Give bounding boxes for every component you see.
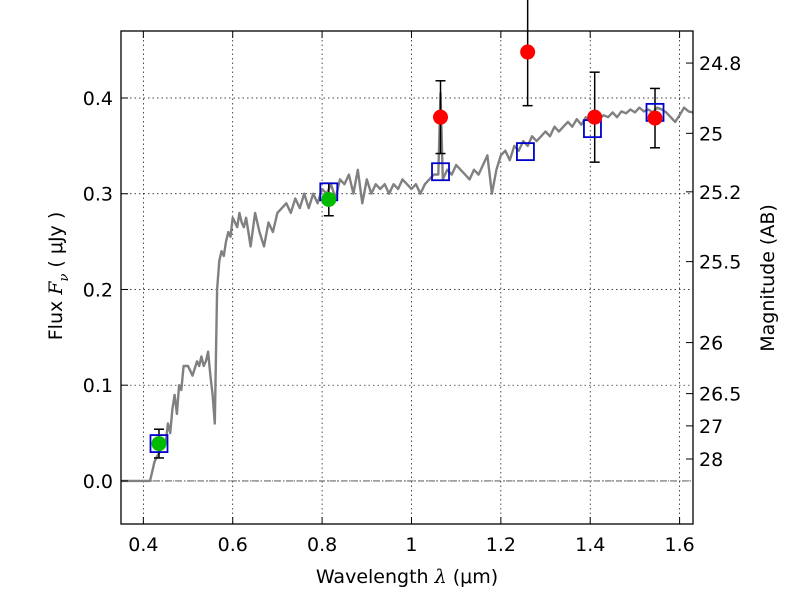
spectrum-line bbox=[121, 92, 694, 483]
mag-tick-label: 26.5 bbox=[699, 384, 741, 406]
axis-ticks: 0.4 0.6 0.8 1 1.2 1.4 1.6 0.0 0.1 0.2 0.3 0.4 24.8 25… bbox=[83, 31, 741, 556]
y-axis-title: Flux Fν ( μJy ) bbox=[45, 212, 72, 341]
x-tick-label: 0.8 bbox=[307, 534, 337, 556]
green-data-point bbox=[321, 191, 337, 207]
mag-tick-label: 25.5 bbox=[699, 252, 741, 274]
y-tick-label: 0.1 bbox=[83, 375, 113, 397]
model-spectrum bbox=[121, 92, 694, 483]
model-photometry-square bbox=[431, 162, 450, 182]
mag-tick-label: 26 bbox=[699, 333, 723, 355]
y-tick-label: 0.3 bbox=[83, 184, 113, 206]
y-tick-label: 0.4 bbox=[83, 88, 113, 110]
green-data-point bbox=[151, 436, 167, 452]
x-axis-title: Wavelength λ (μm) bbox=[316, 566, 498, 588]
red-data-point bbox=[647, 110, 663, 126]
mag-tick-label: 25 bbox=[699, 123, 723, 145]
x-tick-label: 1.2 bbox=[486, 534, 516, 556]
red-data-point bbox=[587, 109, 603, 125]
x-tick-label: 1.4 bbox=[575, 534, 605, 556]
x-tick-label: 1.6 bbox=[664, 534, 694, 556]
x-tick-label: 0.6 bbox=[218, 534, 248, 556]
model-photometry-square bbox=[516, 142, 535, 162]
model-photometry-square bbox=[149, 434, 169, 453]
data-markers bbox=[149, 44, 665, 453]
mag-tick-label: 25.2 bbox=[699, 182, 741, 204]
red-data-point bbox=[520, 44, 536, 60]
mag-tick-label: 24.8 bbox=[699, 53, 741, 75]
mag-tick-label: 27 bbox=[699, 416, 723, 438]
y-tick-label: 0.2 bbox=[83, 279, 113, 301]
x-tick-label: 0.4 bbox=[128, 534, 158, 556]
y2-axis-title: Magnitude (AB) bbox=[757, 204, 779, 352]
y-tick-label: 0.0 bbox=[83, 471, 113, 493]
mag-tick-label: 28 bbox=[699, 449, 723, 471]
plot-frame bbox=[120, 30, 694, 525]
red-data-point bbox=[433, 109, 449, 125]
x-tick-label: 1 bbox=[405, 534, 417, 556]
